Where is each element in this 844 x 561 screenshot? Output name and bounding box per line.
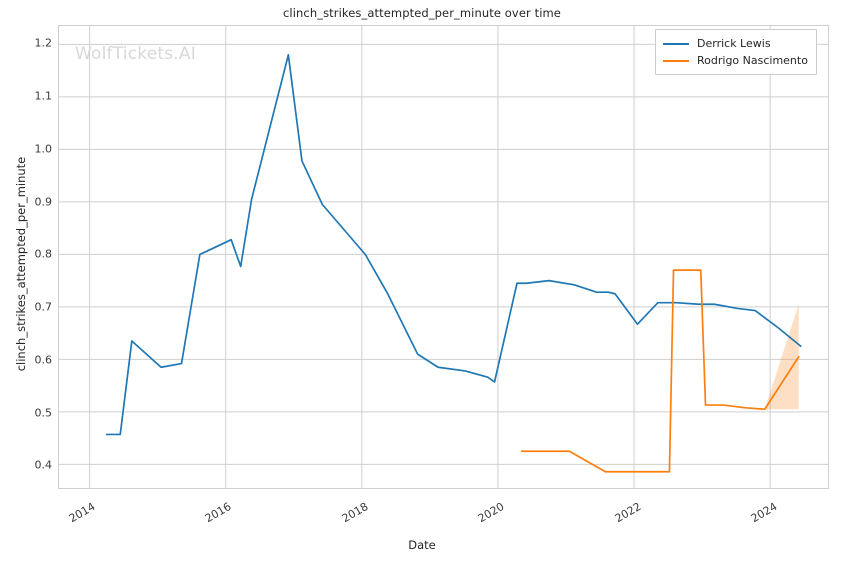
y-tick-label: 1.0 — [34, 142, 53, 156]
plot-area: WolfTickets.AI — [58, 25, 829, 489]
x-tick-label: 2014 — [66, 500, 98, 526]
legend-swatch-line-icon — [663, 59, 689, 62]
x-axis-label: Date — [408, 538, 436, 552]
series-line-1 — [520, 269, 800, 473]
gridlines — [59, 26, 828, 488]
x-tick-label: 2024 — [748, 500, 780, 526]
chart-legend: Derrick Lewis Rodrigo Nascimento — [655, 29, 817, 75]
x-axis-tick-labels: 2014 2016 2018 2020 2022 2024 — [0, 494, 844, 534]
legend-swatch-line-icon — [663, 42, 689, 45]
y-tick-label: 0.5 — [34, 406, 53, 420]
legend-item[interactable]: Derrick Lewis — [663, 35, 808, 52]
x-tick-label: 2016 — [202, 500, 234, 526]
y-tick-label: 0.7 — [34, 300, 53, 314]
y-tick-label: 0.4 — [34, 458, 53, 472]
y-tick-label: 1.1 — [34, 89, 53, 103]
x-tick-label: 2018 — [339, 500, 371, 526]
legend-item-label: Derrick Lewis — [697, 37, 771, 50]
legend-item-label: Rodrigo Nascimento — [697, 54, 808, 67]
y-tick-label: 1.2 — [34, 36, 53, 50]
y-tick-label: 0.9 — [34, 195, 53, 209]
series-line-0 — [105, 54, 802, 436]
legend-item[interactable]: Rodrigo Nascimento — [663, 52, 808, 69]
y-tick-label: 0.8 — [34, 247, 53, 261]
chart-title: clinch_strikes_attempted_per_minute over… — [283, 6, 561, 20]
plot-canvas — [59, 26, 828, 488]
y-tick-label: 0.6 — [34, 353, 53, 367]
x-tick-label: 2022 — [612, 500, 644, 526]
x-tick-label: 2020 — [475, 500, 507, 526]
y-axis-tick-labels: 0.4 0.5 0.6 0.7 0.8 0.9 1.0 1.1 1.2 — [0, 0, 53, 561]
